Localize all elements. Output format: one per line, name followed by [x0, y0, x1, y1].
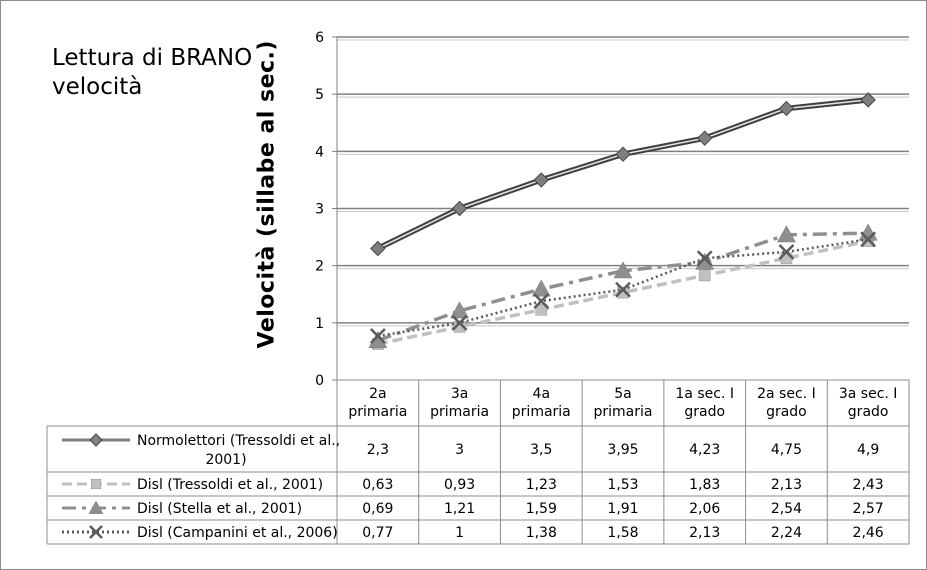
- data-point: [860, 92, 876, 108]
- series-name: Disl (Campanini et al., 2006): [137, 525, 338, 541]
- category-label: 3a: [451, 386, 469, 402]
- category-label: 2a: [369, 386, 387, 402]
- data-value: 0,93: [444, 477, 475, 493]
- data-point: [615, 146, 631, 162]
- legend-key-marker: [89, 525, 103, 539]
- data-value: 0,63: [362, 477, 393, 493]
- data-value: 1,53: [607, 477, 638, 493]
- data-value: 2,54: [771, 501, 802, 517]
- data-value: 4,75: [771, 442, 802, 458]
- category-label: grado: [684, 404, 725, 420]
- category-label: primaria: [512, 404, 571, 420]
- category-label: 1a sec. I: [675, 386, 734, 402]
- data-point: [451, 314, 468, 331]
- category-label: primaria: [594, 404, 653, 420]
- data-value: 1,83: [689, 477, 720, 493]
- data-point: [778, 244, 795, 260]
- category-label: grado: [848, 404, 889, 420]
- data-value: 1,21: [444, 501, 475, 517]
- y-tick-label: 0: [315, 373, 324, 389]
- data-value: 2,3: [367, 442, 389, 458]
- y-tick-label: 2: [315, 259, 324, 275]
- chart-title: Lettura di BRANO velocità: [52, 45, 253, 100]
- data-point: [535, 303, 548, 316]
- legend-key-marker: [90, 478, 102, 490]
- series-line-outline: [376, 97, 869, 251]
- y-tick-label: 3: [315, 202, 324, 218]
- data-value: 3,95: [607, 442, 638, 458]
- category-label: 4a: [533, 386, 551, 402]
- data-point: [777, 225, 796, 243]
- data-point: [533, 172, 549, 188]
- data-value: 3: [455, 442, 464, 458]
- data-point: [860, 231, 877, 248]
- data-value: 4,23: [689, 442, 720, 458]
- series-name: Disl (Stella et al., 2001): [137, 501, 302, 517]
- data-value: 1,91: [607, 501, 638, 517]
- series-name: 2001): [205, 452, 246, 468]
- category-label: 5a: [614, 386, 632, 402]
- data-point: [369, 328, 386, 344]
- data-point: [613, 261, 633, 279]
- category-label: 3a sec. I: [839, 386, 898, 402]
- y-tick-label: 1: [315, 316, 324, 332]
- data-value: 1,23: [526, 477, 557, 493]
- legend-key-marker: [88, 500, 104, 514]
- category-label: 2a sec. I: [757, 386, 816, 402]
- data-value: 2,13: [771, 477, 802, 493]
- data-value: 4,9: [857, 442, 879, 458]
- data-point: [531, 279, 551, 297]
- data-point: [617, 286, 629, 299]
- category-label: primaria: [430, 404, 489, 420]
- data-point: [697, 130, 713, 146]
- data-point: [778, 100, 795, 117]
- data-point: [451, 200, 468, 217]
- y-tick-label: 6: [315, 30, 324, 46]
- data-value: 2,24: [771, 525, 802, 541]
- data-point: [615, 281, 631, 298]
- data-value: 3,5: [530, 442, 552, 458]
- y-tick-label: 5: [315, 87, 324, 103]
- data-point: [370, 240, 386, 257]
- data-value: 2,06: [689, 501, 720, 517]
- y-tick-label: 4: [315, 144, 324, 160]
- data-value: 0,77: [362, 525, 393, 541]
- category-label: primaria: [348, 404, 407, 420]
- data-value: 2,43: [853, 477, 884, 493]
- data-value: 1,58: [607, 525, 638, 541]
- data-value: 1: [455, 525, 464, 541]
- data-value: 0,69: [362, 501, 393, 517]
- data-value: 2,57: [853, 501, 884, 517]
- series-name: Disl (Tressoldi et al., 2001): [137, 477, 323, 493]
- data-value: 2,13: [689, 525, 720, 541]
- data-value: 1,59: [526, 501, 557, 517]
- series-line: [377, 99, 869, 250]
- legend-key-marker: [89, 433, 103, 447]
- series-name: Normolettori (Tressoldi et al.,: [137, 433, 340, 449]
- data-value: 1,38: [526, 525, 557, 541]
- category-label: grado: [766, 404, 807, 420]
- data-point: [533, 293, 550, 309]
- data-point: [698, 269, 711, 282]
- data-point: [450, 301, 469, 319]
- data-point: [696, 250, 713, 267]
- data-value: 2,46: [853, 525, 884, 541]
